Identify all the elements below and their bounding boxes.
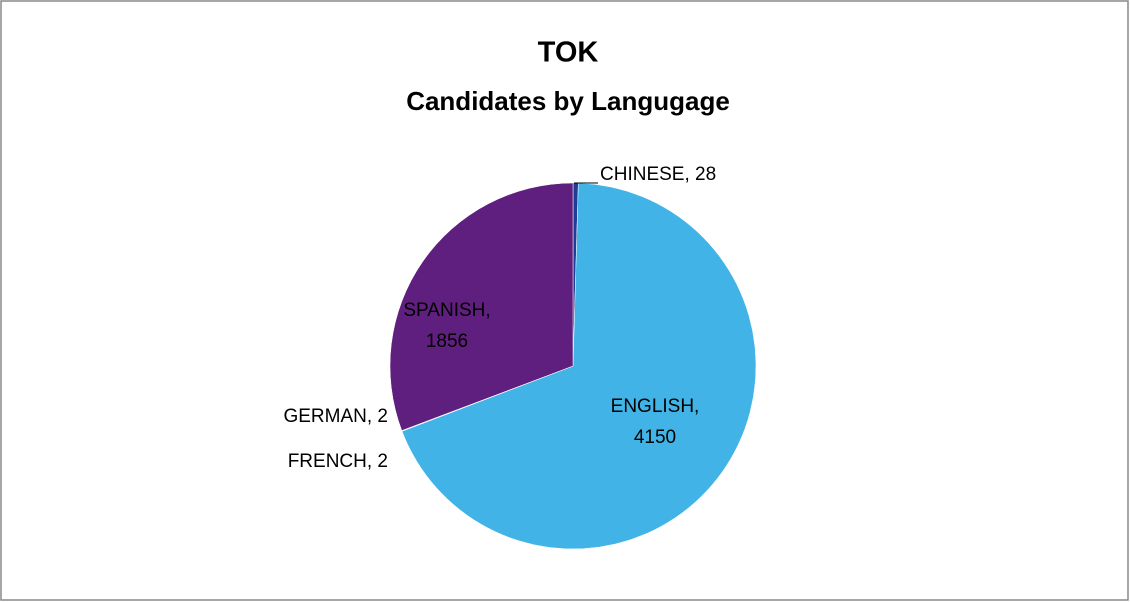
data-label: GERMAN, 2 (283, 406, 388, 427)
data-label: CHINESE, 28 (600, 164, 716, 185)
pie-slice (401, 182, 757, 550)
chart-title: TOK (538, 37, 599, 69)
chart-subtitle: Candidates by Langugage (406, 86, 730, 116)
data-label: SPANISH, 1856 (403, 300, 490, 352)
data-label: FRENCH, 2 (288, 451, 388, 472)
pie-slice (389, 182, 574, 431)
data-label: ENGLISH, 4150 (611, 396, 700, 448)
